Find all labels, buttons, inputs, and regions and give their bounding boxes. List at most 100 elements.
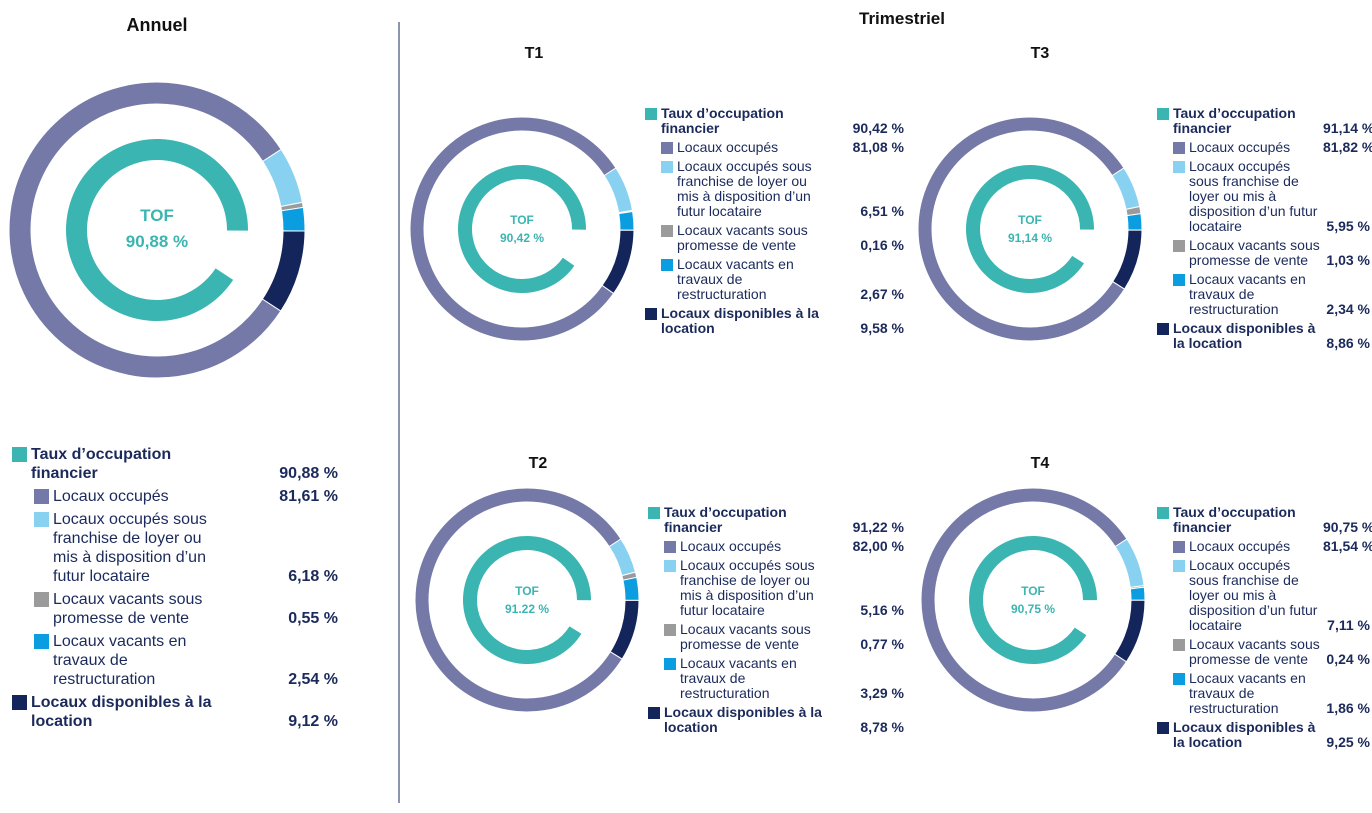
legend-swatch	[661, 141, 673, 154]
legend-value: 9,12 %	[288, 713, 338, 730]
legend-swatch	[1173, 239, 1185, 252]
donut-chart: T2 TOF 91.22 %	[414, 455, 640, 713]
legend-swatch	[1173, 540, 1185, 553]
group-title: Trimestriel	[859, 9, 945, 28]
legend-value: 2,54 %	[288, 671, 338, 688]
legend-label: Locaux disponibles à la location	[31, 694, 212, 730]
donut-segment	[409, 116, 617, 342]
center-value: 90,88 %	[126, 232, 188, 251]
legend-item: Locaux occupés 82,00 %	[648, 539, 904, 554]
legend: Taux d’occupation financier 90,42 % Locaux…	[645, 106, 904, 340]
center-label: TOF	[515, 584, 539, 598]
donut-segment	[1114, 538, 1145, 588]
legend-item: Locaux occupés sous franchise de loyer o…	[1157, 159, 1370, 234]
legend-value: 82,00 %	[852, 538, 904, 554]
legend-swatch	[664, 657, 676, 670]
legend-value: 8,86 %	[1326, 335, 1370, 351]
legend-swatch	[1173, 559, 1185, 572]
legend-label: Taux d’occupation financier	[1173, 105, 1296, 136]
legend-item: Locaux vacants en travaux de restructura…	[1157, 272, 1370, 317]
chart-title: T2	[529, 455, 548, 472]
legend-label: Locaux occupés	[53, 488, 169, 505]
legend-value: 0,77 %	[860, 636, 904, 652]
legend-label: Locaux vacants en travaux de restructura…	[1189, 670, 1306, 716]
legend-value: 7,11 %	[1327, 617, 1370, 633]
legend-value: 6,18 %	[288, 568, 338, 585]
donut-segment	[1114, 599, 1146, 663]
donut-chart: T1 TOF 90,42 %	[409, 45, 635, 342]
legend-value: 2,34 %	[1326, 301, 1370, 317]
legend-label: Locaux vacants sous promesse de vente	[677, 222, 808, 253]
legend-swatch	[661, 160, 673, 173]
legend-label: Locaux disponibles à la location	[664, 704, 822, 735]
legend-label: Taux d’occupation financier	[1173, 504, 1296, 535]
legend-swatch	[34, 634, 49, 649]
legend-swatch	[1173, 160, 1185, 173]
center-value: 91,14 %	[1008, 231, 1052, 245]
legend-swatch	[664, 540, 676, 553]
legend-label: Taux d’occupation financier	[664, 504, 787, 535]
legend-value: 81,54 %	[1323, 538, 1372, 554]
legend-label: Locaux vacants sous promesse de vente	[680, 621, 811, 652]
legend-item: Locaux disponibles à la location 9,58 %	[645, 306, 904, 336]
legend-label: Locaux occupés sous franchise de loyer o…	[677, 158, 812, 219]
legend-swatch	[648, 706, 660, 719]
legend-item: Locaux occupés 81,82 %	[1157, 139, 1372, 155]
legend-label: Locaux vacants en travaux de restructura…	[680, 655, 797, 701]
legend: Taux d’occupation financier 91,14 % Locaux…	[1157, 105, 1372, 355]
donut-chart: Annuel TOF 90,88 %	[8, 15, 306, 379]
legend-item: Taux d’occupation financier 91,14 %	[1157, 105, 1372, 136]
legend-item: Locaux vacants en travaux de restructura…	[648, 656, 904, 701]
legend-swatch	[12, 695, 27, 710]
legend: Taux d’occupation financier 90,75 % Locaux…	[1157, 504, 1372, 754]
chart-title: Annuel	[127, 15, 188, 35]
donut-segment	[414, 487, 623, 713]
donut-chart: T3 TOF 91,14 %	[917, 45, 1143, 342]
legend-item: Locaux occupés 81,08 %	[645, 140, 904, 155]
legend-swatch	[1157, 322, 1169, 335]
donut-segment	[622, 576, 640, 601]
inner-arc	[463, 536, 591, 664]
legend-item: Locaux vacants sous promesse de vente 0,5…	[12, 590, 338, 628]
legend-value: 0,24 %	[1326, 651, 1370, 667]
donut-segment	[1126, 213, 1143, 231]
legend-swatch	[1173, 672, 1185, 685]
legend-value: 9,58 %	[860, 320, 904, 336]
legend-value: 1,86 %	[1326, 700, 1370, 716]
legend-item: Taux d’occupation financier 90,88 %	[12, 445, 338, 483]
legend-item: Locaux vacants en travaux de restructura…	[1157, 671, 1370, 716]
legend-value: 90,42 %	[852, 120, 904, 136]
legend-value: 3,29 %	[860, 685, 904, 701]
legend-item: Locaux vacants en travaux de restructura…	[12, 632, 338, 689]
donut-segment	[609, 599, 640, 660]
chart-title: T1	[525, 45, 544, 62]
donut-segment	[601, 229, 635, 295]
legend-label: Locaux occupés sous franchise de loyer o…	[53, 511, 207, 585]
legend-label: Locaux vacants sous promesse de vente	[1189, 636, 1320, 667]
legend-item: Locaux vacants sous promesse de vente 0,1…	[645, 223, 904, 253]
legend-label: Locaux vacants sous promesse de vente	[1189, 237, 1320, 268]
center-label: TOF	[510, 213, 534, 227]
legend-swatch	[34, 512, 49, 527]
legend-item: Locaux occupés 81,54 %	[1157, 538, 1372, 554]
center-value: 91.22 %	[505, 602, 549, 616]
donut-segment	[920, 487, 1128, 713]
legend-value: 5,95 %	[1326, 218, 1370, 234]
legend-value: 81,82 %	[1323, 139, 1372, 155]
legend-value: 90,75 %	[1323, 519, 1372, 535]
donut-segment	[261, 148, 303, 208]
legend-swatch	[664, 559, 676, 572]
center-label: TOF	[1021, 584, 1045, 598]
donut-chart: T4 TOF 90,75 %	[920, 455, 1146, 713]
legend-value: 9,25 %	[1326, 734, 1370, 750]
legend-item: Locaux disponibles à la location 9,25 %	[1157, 720, 1370, 750]
donut-segment	[8, 81, 282, 379]
legend-swatch	[661, 224, 673, 237]
legend-value: 1,03 %	[1326, 252, 1370, 268]
legend-swatch	[664, 623, 676, 636]
legend-label: Locaux occupés	[680, 538, 782, 554]
legend-swatch	[34, 489, 49, 504]
legend-swatch	[1173, 141, 1185, 154]
